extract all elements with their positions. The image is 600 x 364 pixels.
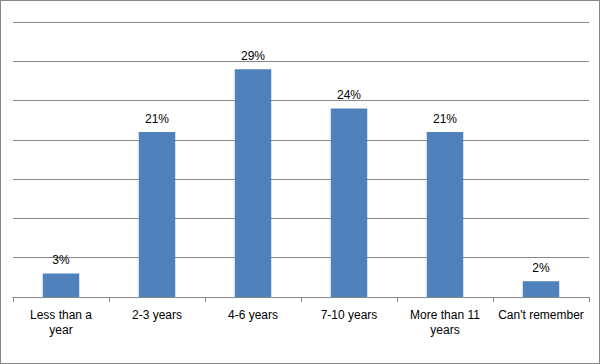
svg-text:24%: 24% [337,88,361,102]
svg-text:7-10 years: 7-10 years [321,308,378,322]
svg-text:Can't remember: Can't remember [498,308,584,322]
svg-text:2-3 years: 2-3 years [132,308,182,322]
svg-text:21%: 21% [433,112,457,126]
svg-text:years: years [430,323,459,337]
svg-text:4-6 years: 4-6 years [228,308,278,322]
svg-text:More than 11: More than 11 [410,308,480,322]
svg-text:3%: 3% [52,253,70,267]
svg-text:year: year [49,323,72,337]
svg-text:21%: 21% [145,112,169,126]
svg-text:29%: 29% [241,49,265,63]
svg-text:2%: 2% [532,261,550,275]
svg-text:Less than a: Less than a [30,308,92,322]
